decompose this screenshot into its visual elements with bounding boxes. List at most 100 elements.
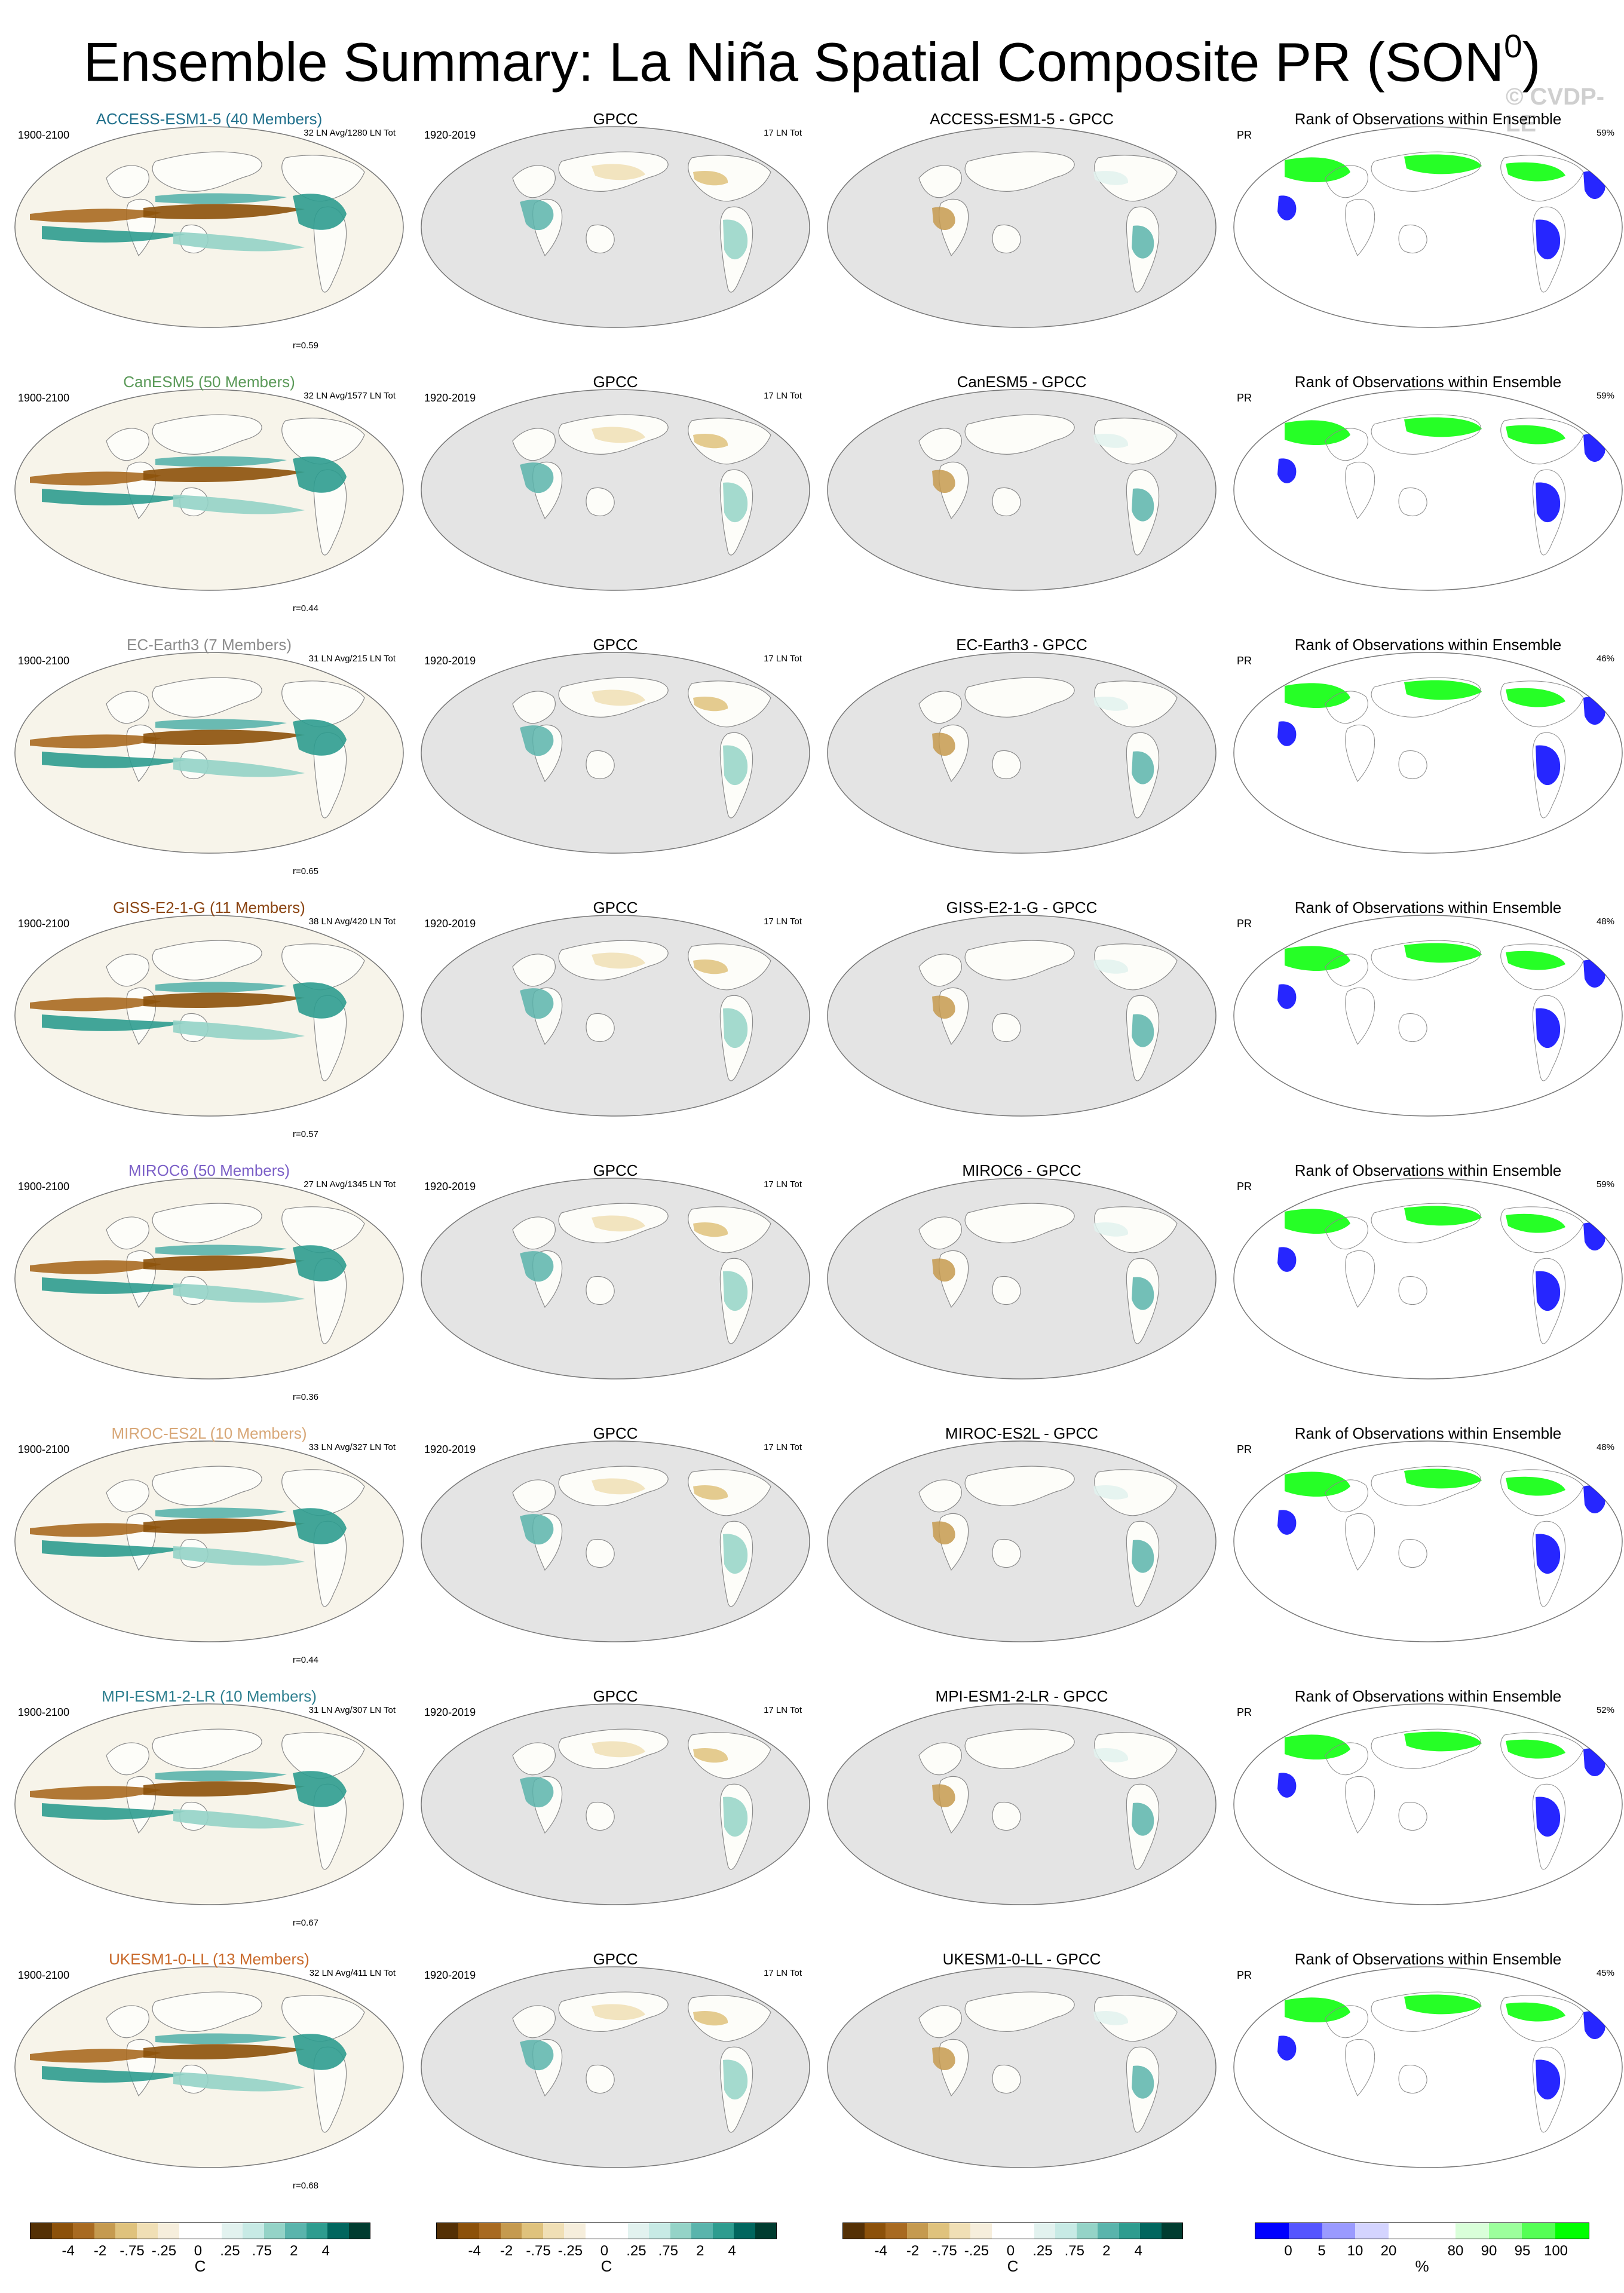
rank-percent: 59% [1596, 391, 1614, 401]
continent-outline [1345, 198, 1375, 256]
colorbar-swatch [306, 2223, 327, 2239]
colorbar-swatch [885, 2223, 907, 2239]
continent-outline [1345, 1250, 1375, 1308]
rank-map-1 [1233, 389, 1623, 591]
colorbar-swatch [1522, 2223, 1556, 2239]
field-anomaly [932, 1784, 955, 1808]
continent-outline [512, 1742, 556, 1776]
rank-percent: 59% [1596, 1179, 1614, 1190]
continent-outline [688, 943, 771, 991]
continent-outline [1398, 750, 1427, 779]
pattern-correlation: r=0.65 [293, 866, 318, 876]
continent-outline [1345, 461, 1375, 519]
continent-outline [964, 1466, 1075, 1506]
rank-panel: Rank of Observations within Ensemble PR 48… [1225, 1421, 1624, 1684]
field-anomaly [1404, 1994, 1482, 2015]
rank-map-7 [1233, 1966, 1623, 2168]
field-anomaly [1506, 951, 1565, 970]
colorbar-tick-label: -2 [500, 2243, 513, 2259]
rank-percent: 45% [1596, 1968, 1614, 1978]
model-map-2 [14, 652, 404, 854]
rank-title: Rank of Observations within Ensemble [1294, 1424, 1562, 1442]
difference-title: MIROC-ES2L - GPCC [945, 1424, 1099, 1442]
colorbar-tick-label: .75 [252, 2243, 272, 2259]
rank-title: Rank of Observations within Ensemble [1294, 899, 1562, 916]
model-map-1 [14, 389, 404, 591]
model-title: MIROC6 (50 Members) [128, 1161, 290, 1179]
field-anomaly [1132, 225, 1154, 259]
field-anomaly [723, 2059, 748, 2100]
field-anomaly [1093, 171, 1129, 185]
rank-panel: Rank of Observations within Ensemble PR 46… [1225, 632, 1624, 895]
continent-outline [1532, 2046, 1566, 2133]
diff-map-0 [827, 126, 1217, 328]
model-stats: 32 LN Avg/411 LN Tot [309, 1968, 396, 1978]
field-anomaly [1506, 1213, 1565, 1233]
continent-outline [1345, 2038, 1375, 2096]
continent-outline [1325, 428, 1368, 461]
continent-outline [586, 1013, 615, 1043]
colorbar-swatch [1421, 2223, 1456, 2239]
continent-outline [992, 224, 1021, 254]
continent-outline [152, 1728, 262, 1769]
continent-outline [1398, 1802, 1427, 1831]
pattern-correlation: r=0.57 [293, 1129, 318, 1139]
model-stats: 32 LN Avg/1280 LN Tot [304, 128, 396, 138]
obs-stats: 17 LN Tot [764, 916, 802, 927]
continent-outline [992, 1801, 1021, 1831]
field-anomaly [1093, 1748, 1129, 1762]
field-anomaly [1536, 219, 1561, 260]
continent-outline [512, 1479, 556, 1513]
field-anomaly [293, 1508, 347, 1544]
field-anomaly [592, 1478, 645, 1495]
difference-title: EC-Earth3 - GPCC [956, 636, 1087, 654]
colorbar-swatch [348, 2223, 370, 2239]
obs-map-6 [421, 1703, 810, 1905]
model-panel: r=0.44 CanESM5 (50 Members) 1900-2100 32 LN… [6, 369, 412, 632]
field-anomaly [1093, 959, 1129, 974]
difference-title: ACCESS-ESM1-5 - GPCC [930, 110, 1114, 128]
rank-variable: PR [1237, 1443, 1252, 1455]
field-anomaly [1093, 1222, 1129, 1237]
obs-map-0 [421, 126, 810, 328]
obs-map-4 [421, 1178, 810, 1380]
field-anomaly [1536, 745, 1561, 786]
rank-map-4 [1233, 1178, 1623, 1380]
rank-title: Rank of Observations within Ensemble [1294, 373, 1562, 391]
rank-panel: Rank of Observations within Ensemble PR 59… [1225, 1158, 1624, 1421]
colorbar-swatch [1389, 2223, 1422, 2239]
colorbar-tick-label: -.75 [119, 2243, 145, 2259]
colorbar-swatch [458, 2223, 479, 2239]
continent-outline [1532, 995, 1566, 1081]
obs-panel: GPCC 1920-2019 17 LN Tot [412, 1421, 819, 1684]
colorbar-swatch [1555, 2223, 1589, 2239]
field-anomaly [42, 1277, 185, 1294]
obs-stats: 17 LN Tot [764, 654, 802, 664]
model-title: MPI-ESM1-2-LR (10 Members) [102, 1687, 317, 1705]
map-svg [421, 652, 810, 854]
continent-outline [1325, 954, 1368, 987]
continent-outline [918, 691, 962, 724]
colorbar-swatch [691, 2223, 713, 2239]
map-svg [827, 652, 1217, 854]
colorbar-swatches [30, 2223, 370, 2239]
diff-panel: MIROC-ES2L - GPCC [819, 1421, 1225, 1684]
field-anomaly [30, 997, 161, 1011]
colorbar-swatch [1488, 2223, 1522, 2239]
field-anomaly [723, 745, 748, 786]
field-anomaly [723, 482, 748, 523]
colorbar-swatch [200, 2223, 222, 2239]
continent-outline [1325, 2005, 1368, 2038]
pattern-correlation: r=0.44 [293, 603, 318, 614]
colorbar-swatch [991, 2223, 1013, 2239]
continent-outline [512, 1216, 556, 1250]
continent-outline [918, 1216, 962, 1250]
continent-outline [918, 1479, 962, 1513]
field-anomaly [1277, 1247, 1297, 1272]
colorbar-swatch [500, 2223, 522, 2239]
continent-outline [1500, 680, 1584, 728]
colorbar-swatch [1288, 2223, 1322, 2239]
rank-variable: PR [1237, 129, 1252, 141]
obs-panel: GPCC 1920-2019 17 LN Tot [412, 1684, 819, 1946]
continent-outline [1371, 677, 1481, 718]
